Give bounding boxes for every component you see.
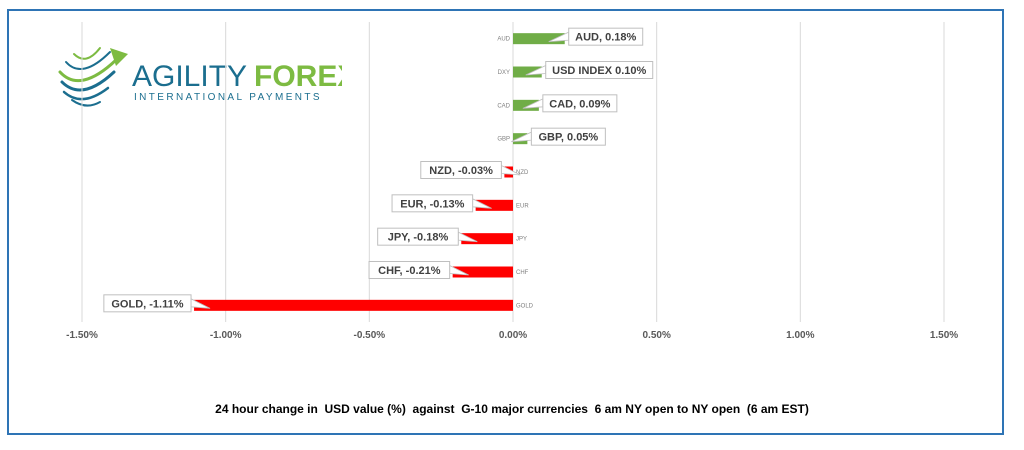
data-label-box — [377, 227, 459, 246]
data-label-box — [568, 27, 644, 46]
data-label-box — [542, 94, 618, 113]
data-label: GBP, 0.05% — [538, 132, 598, 144]
data-label-box — [545, 61, 654, 79]
logo-globe-icon: AGILITY FOREX INTERNATIONAL PAYMENTS — [58, 47, 357, 107]
data-labels: AUD, 0.18% USD INDEX 0.10% CAD, 0.09% GBP, … — [103, 27, 654, 313]
bar-cad — [513, 99, 539, 111]
category-label: EUR — [516, 203, 529, 209]
category-labels: AUD DXY CAD GBP NZD EUR JPY CHF GOLD — [497, 37, 533, 310]
data-label: NZD, -0.03% — [429, 165, 493, 177]
x-tick-label: -1.50% — [66, 330, 98, 341]
data-label-box — [420, 161, 502, 179]
x-tick-label: 0.50% — [642, 330, 670, 341]
bar-eur — [475, 199, 513, 211]
x-tick-label: -0.50% — [353, 330, 385, 341]
chart-frame — [7, 9, 1004, 435]
data-label: GOLD, -1.11% — [111, 298, 183, 310]
category-label: AUD — [497, 37, 510, 43]
bar-gold — [194, 299, 513, 311]
x-tick-label: -1.00% — [210, 330, 242, 341]
category-label: GOLD — [516, 303, 534, 309]
x-tick-label: 1.50% — [930, 330, 958, 341]
data-label-box — [530, 127, 606, 146]
logo-brand-right: FOREX — [254, 60, 342, 93]
x-tick-label: 0.00% — [499, 330, 527, 341]
data-label: USD INDEX 0.10% — [552, 65, 646, 77]
bar-jpy — [461, 233, 513, 245]
data-label-box — [103, 294, 192, 313]
x-axis-ticks: -1.50% -1.00% -0.50% 0.00% 0.50% 1.00% 1.50% — [66, 330, 958, 341]
bar-aud — [513, 33, 565, 45]
data-label: JPY, -0.18% — [388, 232, 449, 244]
x-tick-label: 1.00% — [786, 330, 814, 341]
data-label: CAD, 0.09% — [549, 98, 610, 110]
category-label: CAD — [497, 103, 510, 109]
data-label: CHF, -0.21% — [378, 265, 441, 277]
category-label: CHF — [516, 270, 529, 276]
category-label: JPY — [516, 237, 527, 243]
data-label-box — [368, 261, 451, 279]
bar-chf — [452, 266, 513, 278]
category-label: DXY — [498, 70, 510, 76]
data-label-box — [391, 194, 474, 213]
logo-brand-left: AGILITY — [132, 60, 247, 93]
category-label: NZD — [516, 170, 529, 176]
bar-dxy — [513, 66, 542, 78]
category-label: GBP — [497, 137, 510, 143]
logo-tagline: INTERNATIONAL PAYMENTS — [134, 92, 322, 103]
chart-caption: 24 hour change in USD value (%) against … — [215, 402, 809, 416]
data-label: EUR, -0.13% — [400, 198, 464, 210]
company-logo: AGILITY FOREX INTERNATIONAL PAYMENTS — [52, 42, 357, 114]
data-label: AUD, 0.18% — [575, 32, 636, 44]
